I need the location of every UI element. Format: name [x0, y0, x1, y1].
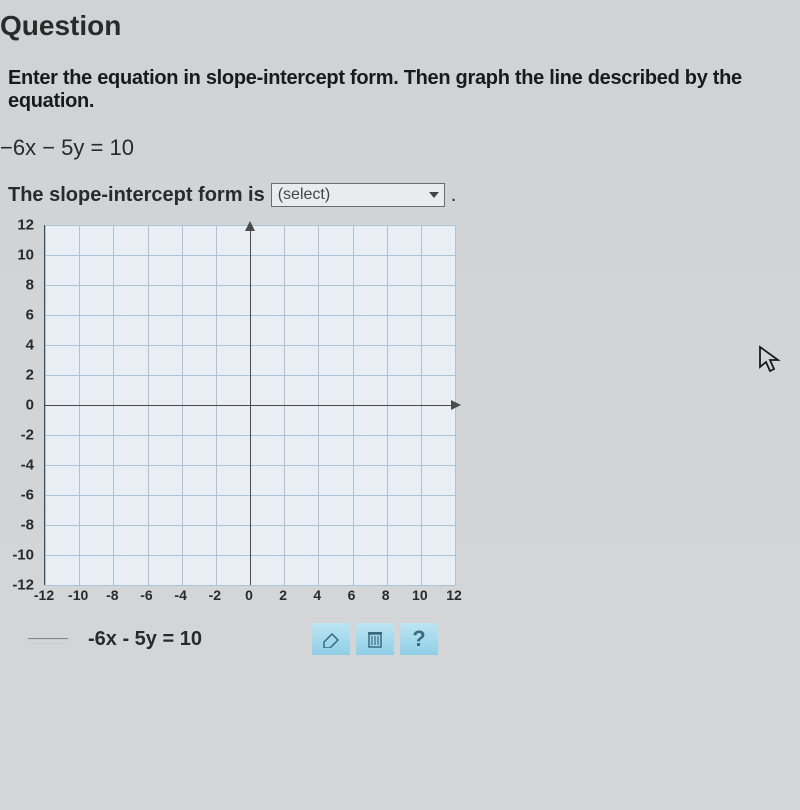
slope-intercept-select[interactable]: (select)	[271, 183, 445, 207]
legend-equation: -6x - 5y = 10	[88, 628, 202, 651]
eraser-button[interactable]	[312, 623, 350, 655]
question-heading: Question	[0, 10, 800, 42]
line-swatch	[28, 638, 68, 640]
cursor-icon	[756, 345, 784, 381]
prompt-prefix: The slope-intercept form is	[8, 184, 265, 207]
trash-button[interactable]	[356, 623, 394, 655]
prompt-period: .	[451, 184, 457, 207]
graph-plot[interactable]	[44, 225, 455, 585]
slope-intercept-prompt: The slope-intercept form is (select) .	[8, 183, 800, 207]
graph-container: 121086420-2-4-6-8-10-12 -12-10-8-6-4-202…	[8, 225, 468, 655]
instruction-text: Enter the equation in slope-intercept fo…	[8, 67, 800, 113]
x-axis-labels: -12-10-8-6-4-2024681012	[44, 585, 454, 607]
help-button[interactable]: ?	[400, 623, 438, 655]
y-axis-labels: 121086420-2-4-6-8-10-12	[8, 225, 40, 585]
given-equation: −6x − 5y = 10	[0, 135, 800, 161]
